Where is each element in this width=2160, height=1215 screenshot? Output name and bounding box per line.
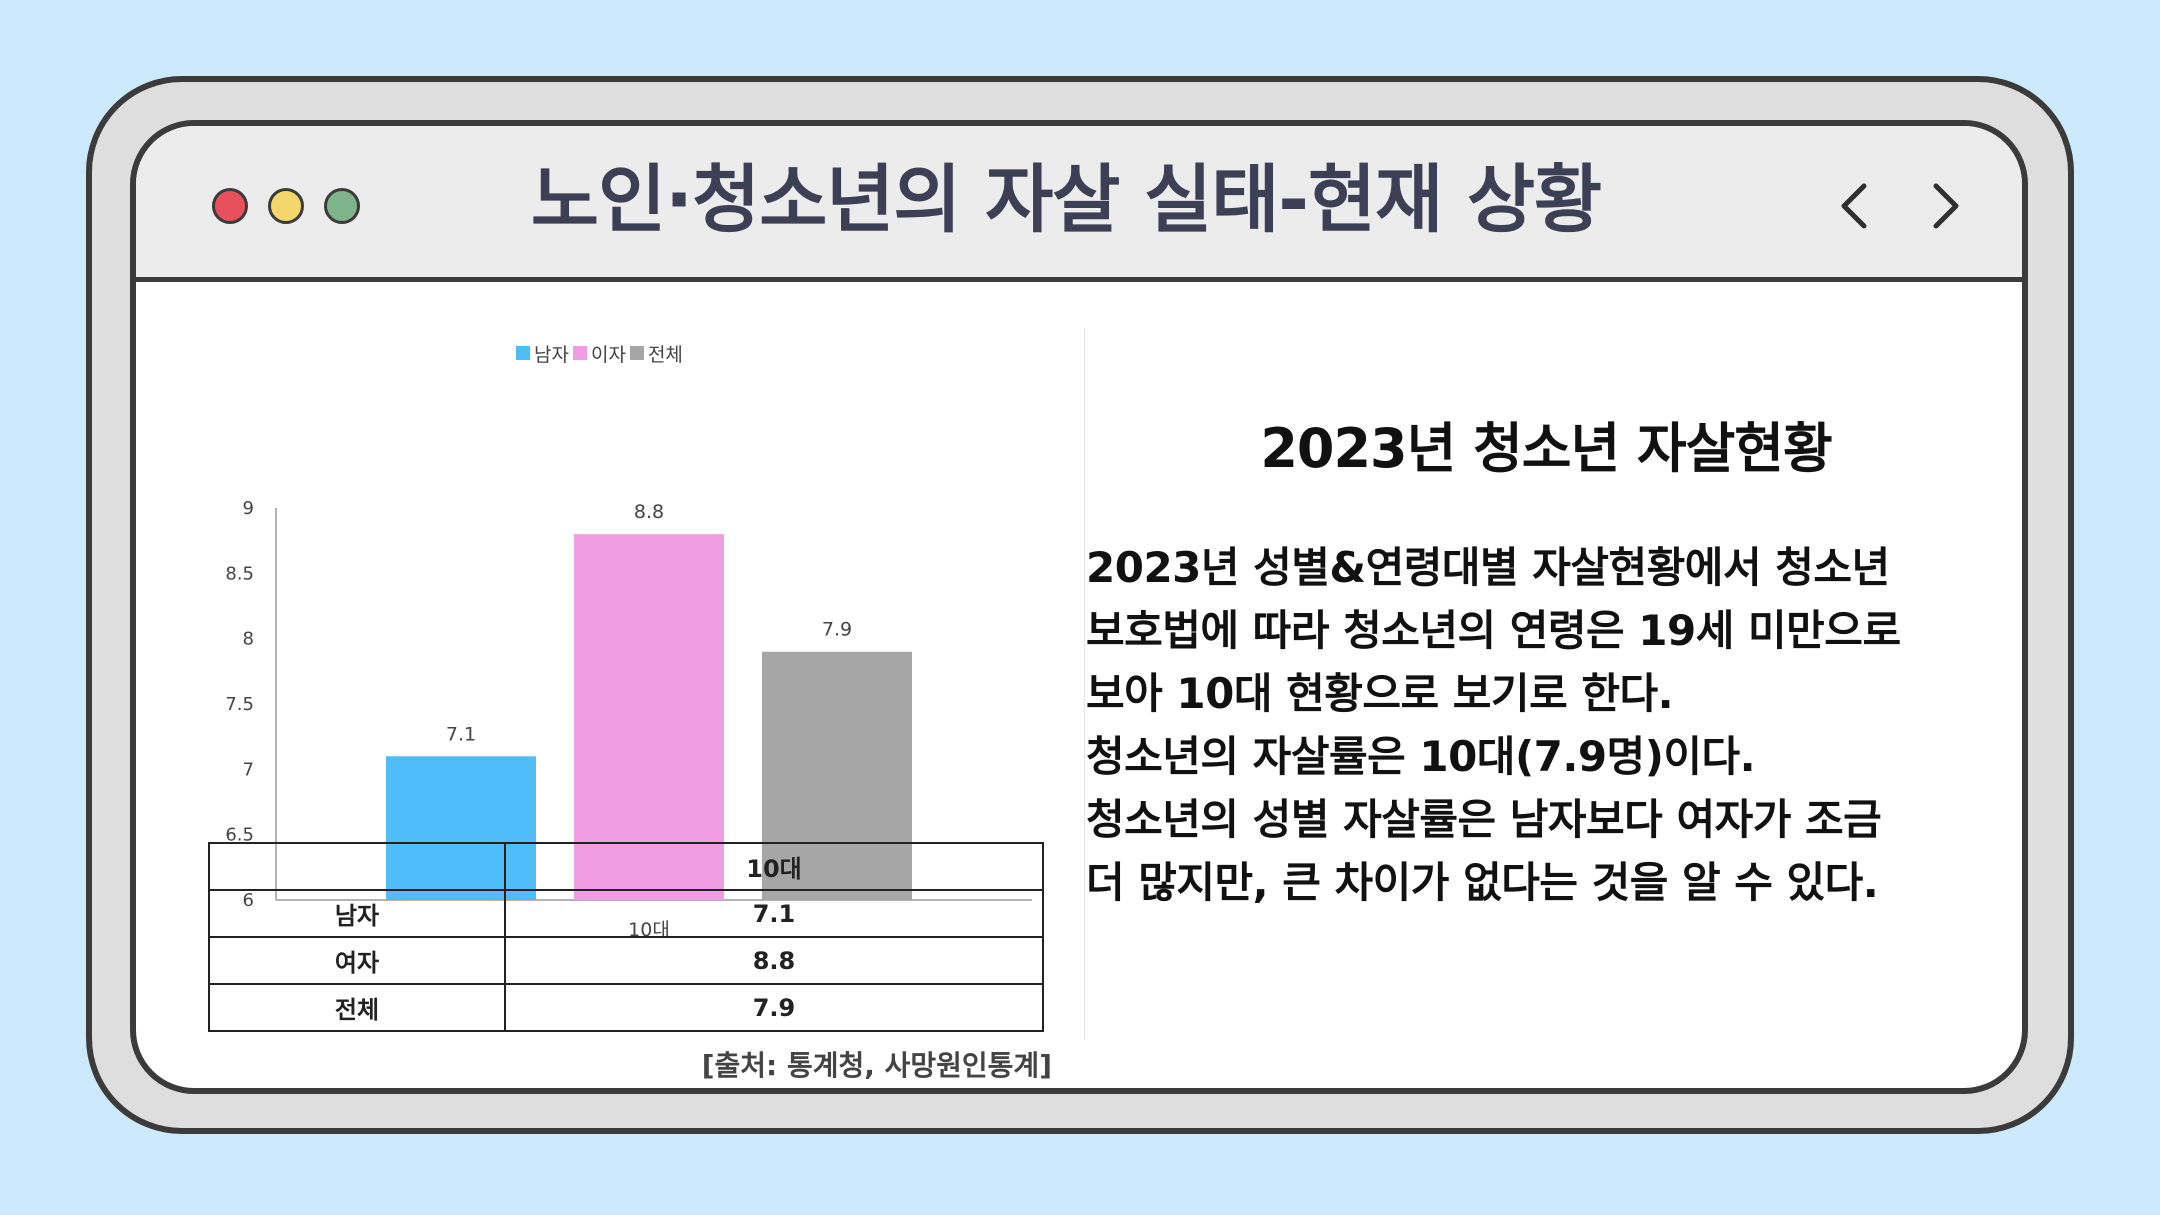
panel-text-line: 보아 10대 현황으로 보기로 한다.	[1086, 669, 1674, 718]
browser-window: 노인·청소년의 자살 실태-현재 상황 남자 이자 전체 6 6.5 7 7.5 8 8.…	[130, 120, 2028, 1094]
y-tick-label: 9	[243, 498, 254, 519]
panel-divider	[1084, 328, 1085, 1040]
y-tick-label: 6.5	[225, 825, 254, 846]
table-cell: 7.1	[504, 889, 1044, 938]
chart-legend: 남자 이자 전체	[516, 340, 687, 366]
table-row: 전체 7.9	[208, 983, 1044, 1032]
legend-swatch-male	[516, 346, 530, 360]
panel-title: 2023년 청소년 자살현황	[1260, 417, 1832, 480]
minimize-dot-icon[interactable]	[268, 188, 304, 224]
data-table: 10대 남자 7.1 여자 8.8 전체 7.9	[208, 842, 1044, 1032]
table-row-label: 전체	[208, 983, 506, 1032]
panel-body: 2023년 성별&연령대별 자살현황에서 청소년 보호법에 따라 청소년의 연령…	[1086, 536, 2006, 914]
panel-text-line: 청소년의 자살률은 10대(7.9명)이다.	[1086, 732, 1756, 781]
table-cell: 8.8	[504, 936, 1044, 985]
panel-text-line: 보호법에 따라 청소년의 연령은 19세 미만으로	[1086, 606, 1901, 655]
bar-female	[574, 534, 724, 900]
legend-swatch-female	[572, 346, 587, 360]
data-label: 7.9	[822, 619, 852, 641]
table-row-label: 여자	[208, 936, 506, 985]
close-dot-icon[interactable]	[212, 188, 248, 224]
y-tick-label: 8	[243, 629, 254, 650]
y-tick-label: 8.5	[225, 563, 254, 584]
legend-swatch-total	[629, 346, 644, 360]
y-tick-label: 7	[243, 759, 254, 780]
table-row: 여자 8.8	[208, 936, 1044, 985]
chevron-left-icon[interactable]	[1826, 176, 1886, 236]
table-header-row: 10대	[208, 842, 1044, 891]
maximize-dot-icon[interactable]	[324, 188, 360, 224]
panel-text-line: 2023년 성별&연령대별 자살현황에서 청소년	[1086, 543, 1890, 592]
legend-label-total: 전체	[647, 343, 683, 366]
window-titlebar: 노인·청소년의 자살 실태-현재 상황	[136, 126, 2022, 282]
chevron-right-icon[interactable]	[1914, 176, 1974, 236]
data-label: 7.1	[446, 723, 476, 745]
table-header-cell: 10대	[504, 842, 1044, 891]
legend-label-male: 남자	[534, 343, 569, 366]
legend-item-female: 이자	[572, 340, 626, 367]
data-label: 8.8	[634, 501, 664, 523]
y-tick-label: 7.5	[225, 694, 254, 715]
table-row-label: 남자	[208, 889, 506, 938]
table-header-corner	[208, 842, 506, 891]
page-title: 노인·청소년의 자살 실태-현재 상황	[530, 157, 1602, 243]
legend-item-male: 남자	[516, 340, 569, 367]
table-row: 남자 7.1	[208, 889, 1044, 938]
legend-item-total: 전체	[629, 340, 683, 367]
source-caption: [출처: 통계청, 사망원인통계]	[701, 1049, 1052, 1082]
legend-label-female: 이자	[590, 343, 626, 366]
panel-text-line: 더 많지만, 큰 차이가 없다는 것을 알 수 있다.	[1086, 858, 1879, 907]
table-cell: 7.9	[504, 983, 1044, 1032]
panel-text-line: 청소년의 성별 자살률은 남자보다 여자가 조금	[1086, 795, 1882, 844]
